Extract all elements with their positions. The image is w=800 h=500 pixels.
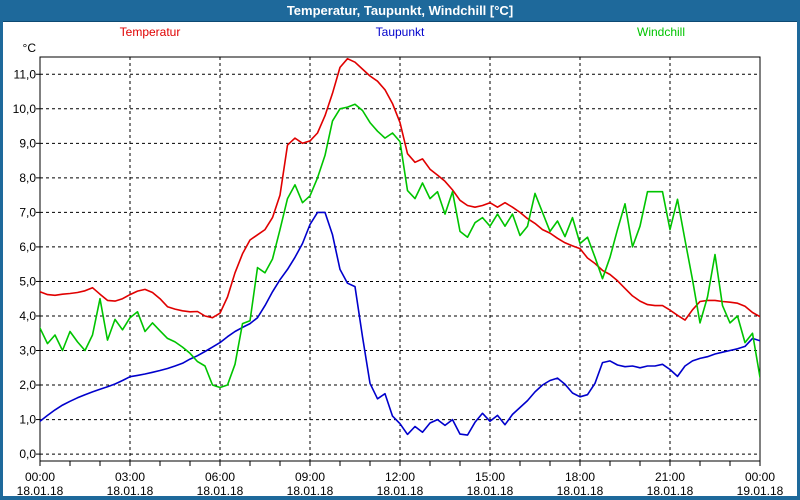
svg-text:7,0: 7,0 — [19, 205, 36, 219]
svg-text:06:00: 06:00 — [205, 470, 235, 484]
svg-text:0,0: 0,0 — [19, 447, 36, 461]
svg-text:18.01.18: 18.01.18 — [197, 484, 244, 498]
svg-text:18.01.18: 18.01.18 — [467, 484, 514, 498]
svg-text:2,0: 2,0 — [19, 378, 36, 392]
gridlines — [40, 57, 760, 461]
legend-item-windchill: Windchill — [636, 25, 686, 39]
svg-text:5,0: 5,0 — [19, 274, 36, 288]
svg-text:18.01.18: 18.01.18 — [17, 484, 64, 498]
svg-text:10,0: 10,0 — [13, 102, 37, 116]
svg-text:00:00: 00:00 — [745, 470, 775, 484]
window-title: Temperatur, Taupunkt, Windchill [°C] — [286, 3, 514, 18]
svg-text:15:00: 15:00 — [475, 470, 505, 484]
svg-text:19.01.18: 19.01.18 — [737, 484, 784, 498]
window-border-left — [0, 21, 3, 500]
svg-text:°C: °C — [23, 41, 37, 55]
svg-text:18.01.18: 18.01.18 — [647, 484, 694, 498]
svg-text:03:00: 03:00 — [115, 470, 145, 484]
legend-item-taupunkt: Taupunkt — [375, 25, 425, 39]
svg-text:8,0: 8,0 — [19, 171, 36, 185]
x-axis-labels: 00:0018.01.1803:0018.01.1806:0018.01.180… — [17, 470, 784, 498]
svg-text:3,0: 3,0 — [19, 344, 36, 358]
svg-text:6,0: 6,0 — [19, 240, 36, 254]
series-taupunkt — [40, 211, 760, 436]
svg-text:9,0: 9,0 — [19, 136, 36, 150]
svg-text:09:00: 09:00 — [295, 470, 325, 484]
svg-text:18:00: 18:00 — [565, 470, 595, 484]
window-border-bottom — [0, 496, 800, 500]
window-title-bar: Temperatur, Taupunkt, Windchill [°C] — [0, 0, 800, 22]
svg-text:00:00: 00:00 — [25, 470, 55, 484]
svg-text:11,0: 11,0 — [14, 67, 37, 81]
series-temperatur — [40, 57, 760, 321]
svg-text:18.01.18: 18.01.18 — [107, 484, 154, 498]
y-axis-labels: 11,0 10,0 9,0 8,0 7,0 6,0 5,0 4,0 3,0 2,0 1,0 0,0 °C — [13, 41, 37, 461]
svg-text:4,0: 4,0 — [19, 309, 36, 323]
window-border-right — [797, 21, 800, 500]
axis-ticks — [36, 73, 761, 466]
series-windchill — [40, 103, 760, 389]
legend-item-temperatur: Temperatur — [119, 25, 181, 39]
svg-text:18.01.18: 18.01.18 — [377, 484, 424, 498]
svg-text:21:00: 21:00 — [655, 470, 685, 484]
svg-text:12:00: 12:00 — [385, 470, 415, 484]
svg-text:18.01.18: 18.01.18 — [287, 484, 334, 498]
svg-text:1,0: 1,0 — [19, 413, 36, 427]
svg-text:18.01.18: 18.01.18 — [557, 484, 604, 498]
